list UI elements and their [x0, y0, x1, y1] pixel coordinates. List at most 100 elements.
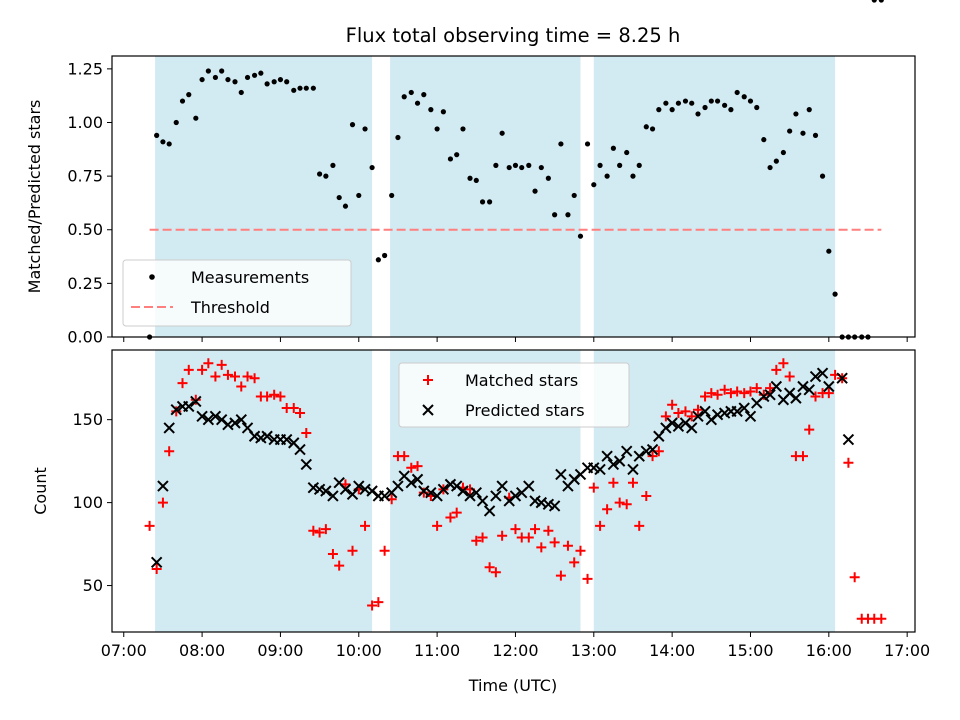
measurements-point [800, 130, 806, 136]
matched-stars-point [308, 525, 319, 536]
measurements-point [349, 122, 356, 128]
predicted-stars-point [163, 422, 175, 434]
predicted-stars-point [646, 443, 659, 456]
measurements-point [251, 72, 258, 78]
predicted-stars-point [294, 443, 306, 456]
y-tick-label: 0.75 [67, 167, 103, 186]
predicted-stars-series [150, 367, 855, 569]
matched-stars-point [418, 487, 429, 498]
matched-stars-point [490, 567, 501, 578]
measurements-point [362, 126, 368, 132]
matched-stars-point [477, 532, 488, 543]
measurements-point [421, 92, 427, 98]
legend-label-measurements: Measurements [191, 268, 309, 287]
matched-stars-point [555, 570, 566, 581]
measurements-point [780, 149, 786, 156]
measurements-point [512, 162, 519, 168]
measurements-point [356, 192, 362, 199]
measurements-point [761, 137, 767, 143]
predicted-stars-point [411, 473, 424, 486]
measurements-point [408, 89, 414, 96]
measurements-point [812, 132, 819, 138]
matched-stars-point [151, 563, 162, 574]
matched-stars-point [497, 530, 508, 541]
matched-stars-point [680, 406, 691, 417]
measurements-point [649, 126, 656, 132]
measurements-point [401, 94, 407, 100]
predicted-stars-point [633, 450, 645, 462]
measurements-point [630, 173, 636, 179]
matched-stars-point [700, 391, 711, 402]
matched-stars-point [588, 482, 599, 493]
matched-stars-point [706, 388, 717, 399]
predicted-stars-point [196, 410, 208, 423]
matched-stars-point [732, 386, 743, 397]
matched-stars-point [712, 389, 723, 400]
matched-stars-point [608, 477, 619, 488]
measurements-point [323, 173, 329, 179]
measurements-point [610, 145, 616, 151]
predicted-stars-point [836, 372, 848, 384]
measurements-point [624, 149, 630, 156]
predicted-stars-point [378, 490, 391, 502]
measurements-point [375, 257, 381, 263]
matched-stars-point [634, 520, 645, 531]
observing-window-2 [390, 56, 581, 337]
measurements-point [787, 128, 793, 134]
matched-stars-point [451, 507, 462, 518]
predicted-stars-point [476, 495, 489, 507]
y-tick-label: 1.25 [67, 59, 103, 78]
predicted-stars-point [346, 488, 359, 501]
count-panel-legend: Matched stars Predicted stars [398, 362, 630, 428]
measurements-point [395, 134, 401, 141]
predicted-stars-point [425, 486, 437, 499]
matched-stars-point [719, 384, 730, 395]
predicted-stars-point [300, 458, 312, 471]
measurements-point [284, 79, 290, 85]
predicted-stars-point [744, 410, 757, 423]
predicted-stars-point [235, 413, 247, 426]
predicted-stars-point [731, 405, 743, 418]
legend-label-matched-stars: Matched stars [465, 371, 578, 390]
y-tick-label: 0.50 [67, 220, 103, 239]
matched-stars-point [249, 373, 260, 384]
predicted-stars-point [470, 486, 482, 499]
legend-label-predicted-stars: Predicted stars [465, 401, 585, 420]
measurements-point [291, 87, 297, 93]
legend-label-threshold: Threshold [190, 298, 270, 317]
y-tick-label: 100 [72, 493, 103, 512]
ratio-panel-ylabel: Matched/Predicted stars [25, 100, 44, 294]
measurements-point [317, 171, 323, 177]
measurements-point [460, 126, 466, 132]
measurements-point [467, 175, 473, 181]
predicted-stars-point [620, 445, 633, 457]
y-tick-label: 0.25 [67, 274, 103, 293]
predicted-stars-point [738, 402, 750, 414]
matched-stars-point [543, 525, 554, 536]
measurements-point [232, 79, 238, 85]
measurements-point [597, 162, 603, 168]
measurements-point [336, 194, 342, 201]
measurements-point [173, 119, 179, 126]
matched-stars-point [229, 371, 240, 382]
matched-stars-point [823, 388, 834, 399]
predicted-stars-point [509, 490, 522, 502]
measurements-point [695, 111, 701, 117]
matched-stars-point [667, 399, 678, 410]
matched-stars-point [876, 613, 887, 624]
matched-stars-point [373, 597, 384, 608]
measurements-point [526, 162, 532, 168]
predicted-stars-point [790, 392, 802, 404]
observing-window-1 [155, 350, 373, 632]
measurements-point [532, 188, 538, 194]
measurements-point [160, 139, 166, 145]
measurements-point [330, 162, 336, 168]
predicted-stars-point [764, 389, 776, 401]
measurements-point [636, 162, 642, 168]
measurements-point [186, 92, 192, 98]
predicted-stars-point [202, 413, 215, 426]
x-tick-label: 09:00 [257, 641, 303, 660]
matched-stars-point [510, 524, 521, 535]
measurements-point [382, 252, 388, 259]
measurements-point [440, 109, 446, 115]
